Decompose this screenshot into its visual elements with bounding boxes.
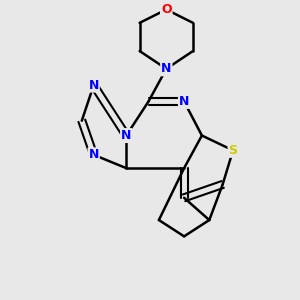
Text: N: N [88,79,99,92]
Text: N: N [121,129,131,142]
Text: S: S [229,144,238,157]
Text: N: N [161,62,172,75]
Text: O: O [161,3,172,16]
Text: N: N [179,95,189,108]
Text: N: N [88,148,99,161]
